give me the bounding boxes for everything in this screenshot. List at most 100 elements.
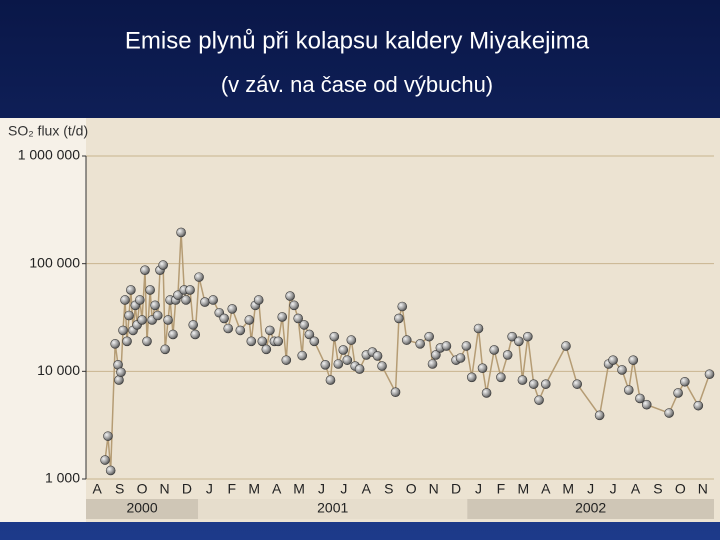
x-tick-label: F xyxy=(228,481,237,497)
x-tick-label: S xyxy=(653,481,662,497)
x-tick-label: S xyxy=(384,481,393,497)
x-tick-label: O xyxy=(675,481,686,497)
data-point xyxy=(489,345,500,355)
x-tick-label: D xyxy=(182,481,192,497)
data-point xyxy=(188,320,199,330)
x-tick-label: J xyxy=(475,481,482,497)
data-point xyxy=(253,295,264,305)
data-point xyxy=(415,339,425,349)
data-point xyxy=(534,395,544,405)
x-tick-label: J xyxy=(206,481,213,497)
y-tick-label: 1 000 000 xyxy=(18,147,80,163)
data-point xyxy=(285,291,295,301)
data-point xyxy=(140,265,150,275)
x-tick-label: S xyxy=(115,481,124,497)
year-label: 2000 xyxy=(126,500,157,516)
data-point xyxy=(424,331,434,342)
data-point xyxy=(235,325,246,336)
data-point xyxy=(103,431,113,441)
axis-strip xyxy=(0,118,86,522)
x-tick-label: J xyxy=(340,481,347,497)
data-point xyxy=(680,376,690,387)
data-point xyxy=(325,375,336,385)
y-tick-label: 1 000 xyxy=(45,470,80,486)
data-point xyxy=(219,313,229,324)
data-point xyxy=(168,329,178,340)
data-point xyxy=(473,323,484,334)
x-tick-label: N xyxy=(159,481,169,497)
data-point xyxy=(163,315,173,325)
x-tick-label: A xyxy=(541,481,551,497)
data-point xyxy=(466,372,477,383)
x-tick-label: A xyxy=(93,481,103,497)
data-point xyxy=(641,399,652,410)
data-point xyxy=(617,365,627,375)
data-point xyxy=(704,369,715,380)
data-point xyxy=(390,387,401,398)
data-point xyxy=(100,455,110,465)
data-point xyxy=(299,320,310,330)
data-point xyxy=(523,331,533,342)
data-point xyxy=(342,355,353,365)
data-point xyxy=(145,285,155,295)
x-tick-label: J xyxy=(610,481,617,497)
data-point xyxy=(265,325,275,336)
x-tick-label: N xyxy=(698,481,708,497)
data-point xyxy=(528,379,539,389)
data-point xyxy=(173,290,183,300)
data-point xyxy=(297,350,308,361)
data-point xyxy=(664,408,674,418)
data-point xyxy=(281,355,292,365)
data-point xyxy=(185,285,195,295)
data-point xyxy=(293,313,303,324)
data-point xyxy=(194,272,204,282)
x-tick-label: A xyxy=(272,481,282,497)
data-point xyxy=(118,325,128,336)
data-point xyxy=(126,285,136,295)
data-point xyxy=(309,336,320,347)
data-point xyxy=(137,315,147,325)
data-point xyxy=(441,341,452,351)
data-point xyxy=(496,372,506,383)
data-point xyxy=(673,388,683,398)
year-band xyxy=(467,499,714,519)
data-point xyxy=(227,304,238,314)
data-point xyxy=(152,310,163,321)
y-tick-label: 10 000 xyxy=(37,362,80,378)
data-point xyxy=(277,312,288,322)
data-point xyxy=(176,227,186,238)
data-point xyxy=(122,336,132,347)
x-tick-label: D xyxy=(451,481,461,497)
data-point xyxy=(397,301,408,312)
data-point xyxy=(304,329,315,340)
y-axis-label: SO₂ flux (t/d) xyxy=(8,123,88,139)
data-point xyxy=(333,359,344,369)
slide-title: Emise plynů při kolapsu kaldery Miyakeji… xyxy=(125,27,590,54)
year-band xyxy=(86,499,199,519)
data-point xyxy=(142,336,152,347)
data-point xyxy=(135,295,145,305)
x-tick-label: J xyxy=(587,481,594,497)
data-point xyxy=(481,388,492,398)
data-point xyxy=(200,297,210,307)
data-point xyxy=(223,323,233,334)
data-point xyxy=(431,350,441,360)
x-tick-label: A xyxy=(631,481,641,497)
x-tick-label: M xyxy=(248,481,260,497)
x-tick-label: O xyxy=(406,481,417,497)
x-tick-label: O xyxy=(137,481,148,497)
data-point xyxy=(455,353,466,363)
data-point xyxy=(427,359,438,369)
year-band xyxy=(198,499,468,519)
data-point xyxy=(635,393,645,404)
data-point xyxy=(320,359,331,370)
year-label: 2001 xyxy=(317,500,348,516)
data-point xyxy=(693,400,704,411)
y-tick-label: 100 000 xyxy=(29,254,80,270)
data-point xyxy=(461,341,472,351)
data-point xyxy=(377,361,387,371)
x-tick-label: M xyxy=(562,481,574,497)
x-tick-label: M xyxy=(518,481,530,497)
